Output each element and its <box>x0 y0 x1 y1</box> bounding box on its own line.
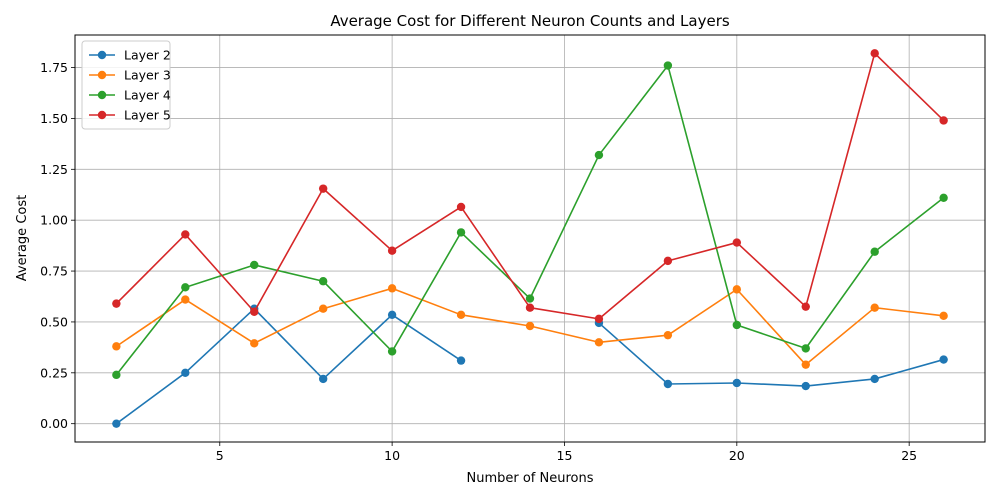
data-point <box>939 193 948 202</box>
data-point <box>801 302 810 311</box>
series-layer-5 <box>112 49 948 324</box>
data-point <box>318 374 328 384</box>
data-point <box>456 228 466 237</box>
data-point <box>318 277 328 286</box>
data-point <box>594 338 604 347</box>
legend-marker <box>97 110 107 120</box>
data-point <box>525 321 535 331</box>
series-layer-4 <box>112 61 948 380</box>
data-point <box>456 310 466 320</box>
data-point <box>112 342 121 351</box>
data-point <box>870 374 879 384</box>
y-tick-label: 1.25 <box>40 162 68 177</box>
data-point <box>663 379 673 389</box>
data-point <box>525 294 535 303</box>
data-point <box>870 303 879 312</box>
y-axis-label: Average Cost <box>15 195 30 281</box>
data-point <box>456 356 466 365</box>
data-point <box>732 378 742 388</box>
data-point <box>870 247 879 256</box>
data-point <box>939 311 948 321</box>
series-line <box>598 322 944 387</box>
data-point <box>112 419 121 428</box>
y-tick-label: 0.00 <box>40 416 68 431</box>
data-point <box>732 320 742 330</box>
data-point <box>387 310 397 320</box>
data-point <box>250 307 259 316</box>
legend-item: Layer 5 <box>89 108 171 123</box>
y-tick-label: 1.50 <box>40 111 68 126</box>
data-point <box>181 283 190 292</box>
x-tick-label: 25 <box>901 448 917 463</box>
data-point <box>594 150 604 160</box>
legend-item: Layer 2 <box>89 48 171 63</box>
series-line <box>115 307 462 425</box>
data-point <box>318 184 328 193</box>
data-point <box>387 347 397 356</box>
data-point <box>939 116 948 125</box>
data-point <box>181 295 190 304</box>
data-point <box>112 370 121 380</box>
data-point <box>387 246 397 255</box>
grid <box>75 35 985 442</box>
data-point <box>250 339 259 348</box>
data-point <box>318 304 328 313</box>
data-point <box>801 360 810 369</box>
series-group <box>112 49 948 428</box>
data-point <box>181 230 190 239</box>
data-point <box>456 202 466 212</box>
chart-title: Average Cost for Different Neuron Counts… <box>330 12 730 30</box>
legend-box <box>81 40 171 130</box>
data-point <box>801 381 810 391</box>
data-point <box>939 355 948 364</box>
legend-item: Layer 4 <box>89 88 171 103</box>
x-tick-label: 15 <box>557 448 573 463</box>
y-tick-label: 1.75 <box>40 60 68 75</box>
legend-item: Layer 3 <box>89 68 171 83</box>
data-point <box>594 314 604 324</box>
x-axis-label: Number of Neurons <box>466 471 593 486</box>
data-point <box>525 303 535 312</box>
legend: Layer 2 Layer 3 Layer 4 Layer 5 <box>81 40 171 130</box>
data-point <box>663 61 673 70</box>
x-tick-label: 5 <box>216 448 224 463</box>
y-tick-label: 0.25 <box>40 365 68 380</box>
data-point <box>663 256 673 266</box>
series-layer-3 <box>112 284 948 369</box>
data-point <box>112 299 121 308</box>
data-point <box>663 330 673 340</box>
data-point <box>387 284 397 293</box>
legend-label: Layer 4 <box>124 88 171 103</box>
x-tick-label: 10 <box>384 448 400 463</box>
y-tick-label: 0.50 <box>40 314 68 329</box>
legend-marker <box>97 90 107 100</box>
data-point <box>250 260 259 270</box>
ticks: 5 10 15 20 25 0.00 0.25 0.50 0.75 1.00 1.25 1.50 1.7… <box>40 60 917 463</box>
data-point <box>801 344 810 353</box>
plot-frame <box>74 34 986 443</box>
legend-label: Layer 2 <box>124 48 171 63</box>
data-point <box>732 285 742 294</box>
y-tick-label: 1.00 <box>40 213 68 228</box>
y-tick-label: 0.75 <box>40 264 68 279</box>
x-tick-label: 20 <box>729 448 745 463</box>
data-point <box>870 49 879 58</box>
legend-label: Layer 5 <box>124 108 171 123</box>
legend-marker <box>97 70 107 80</box>
legend-marker <box>97 50 107 60</box>
legend-label: Layer 3 <box>124 68 171 83</box>
data-point <box>732 238 742 247</box>
data-point <box>181 368 190 378</box>
